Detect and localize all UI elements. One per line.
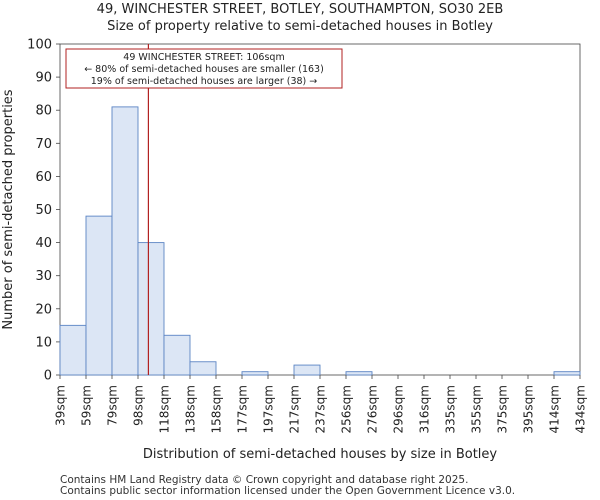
annotation-line-3: 19% of semi-detached houses are larger (…: [91, 76, 318, 87]
histogram-bar: [85, 215, 113, 376]
x-tick-label: 375sqm: [496, 385, 510, 433]
y-tick-label: 90: [35, 71, 52, 86]
x-tick-label: 355sqm: [470, 385, 484, 433]
x-tick-label: 79sqm: [106, 385, 120, 426]
x-tick-label: 59sqm: [80, 385, 94, 426]
chart-subtitle: Size of property relative to semi-detach…: [107, 19, 493, 34]
x-axis-label: Distribution of semi-detached houses by …: [143, 447, 498, 462]
y-tick-label: 30: [35, 269, 52, 284]
y-tick-label: 80: [35, 104, 52, 119]
x-tick-label: 177sqm: [236, 385, 250, 433]
x-tick-label: 276sqm: [366, 385, 380, 433]
x-tick-label: 395sqm: [522, 385, 536, 433]
y-tick-label: 0: [44, 369, 52, 384]
x-tick-label: 414sqm: [548, 385, 562, 433]
x-tick-label: 237sqm: [314, 385, 328, 433]
footer-line-1: Contains HM Land Registry data © Crown c…: [60, 474, 469, 486]
y-tick-label: 50: [35, 203, 52, 218]
y-tick-label: 20: [35, 302, 52, 317]
histogram-bar: [137, 242, 165, 376]
annotation-box: [65, 48, 343, 89]
y-tick-label: 60: [35, 170, 52, 185]
x-tick-label: 296sqm: [392, 385, 406, 433]
y-tick-label: 40: [35, 236, 52, 251]
x-tick-label: 158sqm: [210, 385, 224, 433]
histogram-bar: [59, 324, 87, 376]
x-tick-label: 256sqm: [340, 385, 354, 433]
histogram-bar: [241, 371, 269, 376]
histogram-bar: [345, 371, 373, 376]
annotation-line-2: ← 80% of semi-detached houses are smalle…: [84, 64, 324, 75]
histogram-bar: [111, 106, 139, 376]
x-tick-label: 138sqm: [184, 385, 198, 433]
histogram-bar: [293, 364, 321, 376]
histogram-bar: [553, 371, 581, 376]
x-tick-label: 98sqm: [132, 385, 146, 426]
x-tick-label: 39sqm: [54, 385, 68, 426]
chart-title: 49, WINCHESTER STREET, BOTLEY, SOUTHAMPT…: [96, 2, 504, 17]
x-tick-label: 335sqm: [444, 385, 458, 433]
x-tick-label: 118sqm: [158, 385, 172, 433]
annotation-line-1: 49 WINCHESTER STREET: 106sqm: [123, 52, 284, 63]
x-tick-label: 316sqm: [418, 385, 432, 433]
histogram-bar: [189, 361, 217, 376]
footer-line-2: Contains public sector information licen…: [60, 485, 516, 497]
x-tick-label: 434sqm: [574, 385, 588, 433]
y-axis-label: Number of semi-detached properties: [1, 89, 16, 329]
y-tick-label: 70: [35, 137, 52, 152]
y-tick-label: 10: [35, 335, 52, 350]
x-tick-label: 197sqm: [262, 385, 276, 433]
histogram-bar: [163, 334, 191, 376]
y-tick-label: 100: [27, 38, 52, 53]
x-tick-label: 217sqm: [288, 385, 302, 433]
